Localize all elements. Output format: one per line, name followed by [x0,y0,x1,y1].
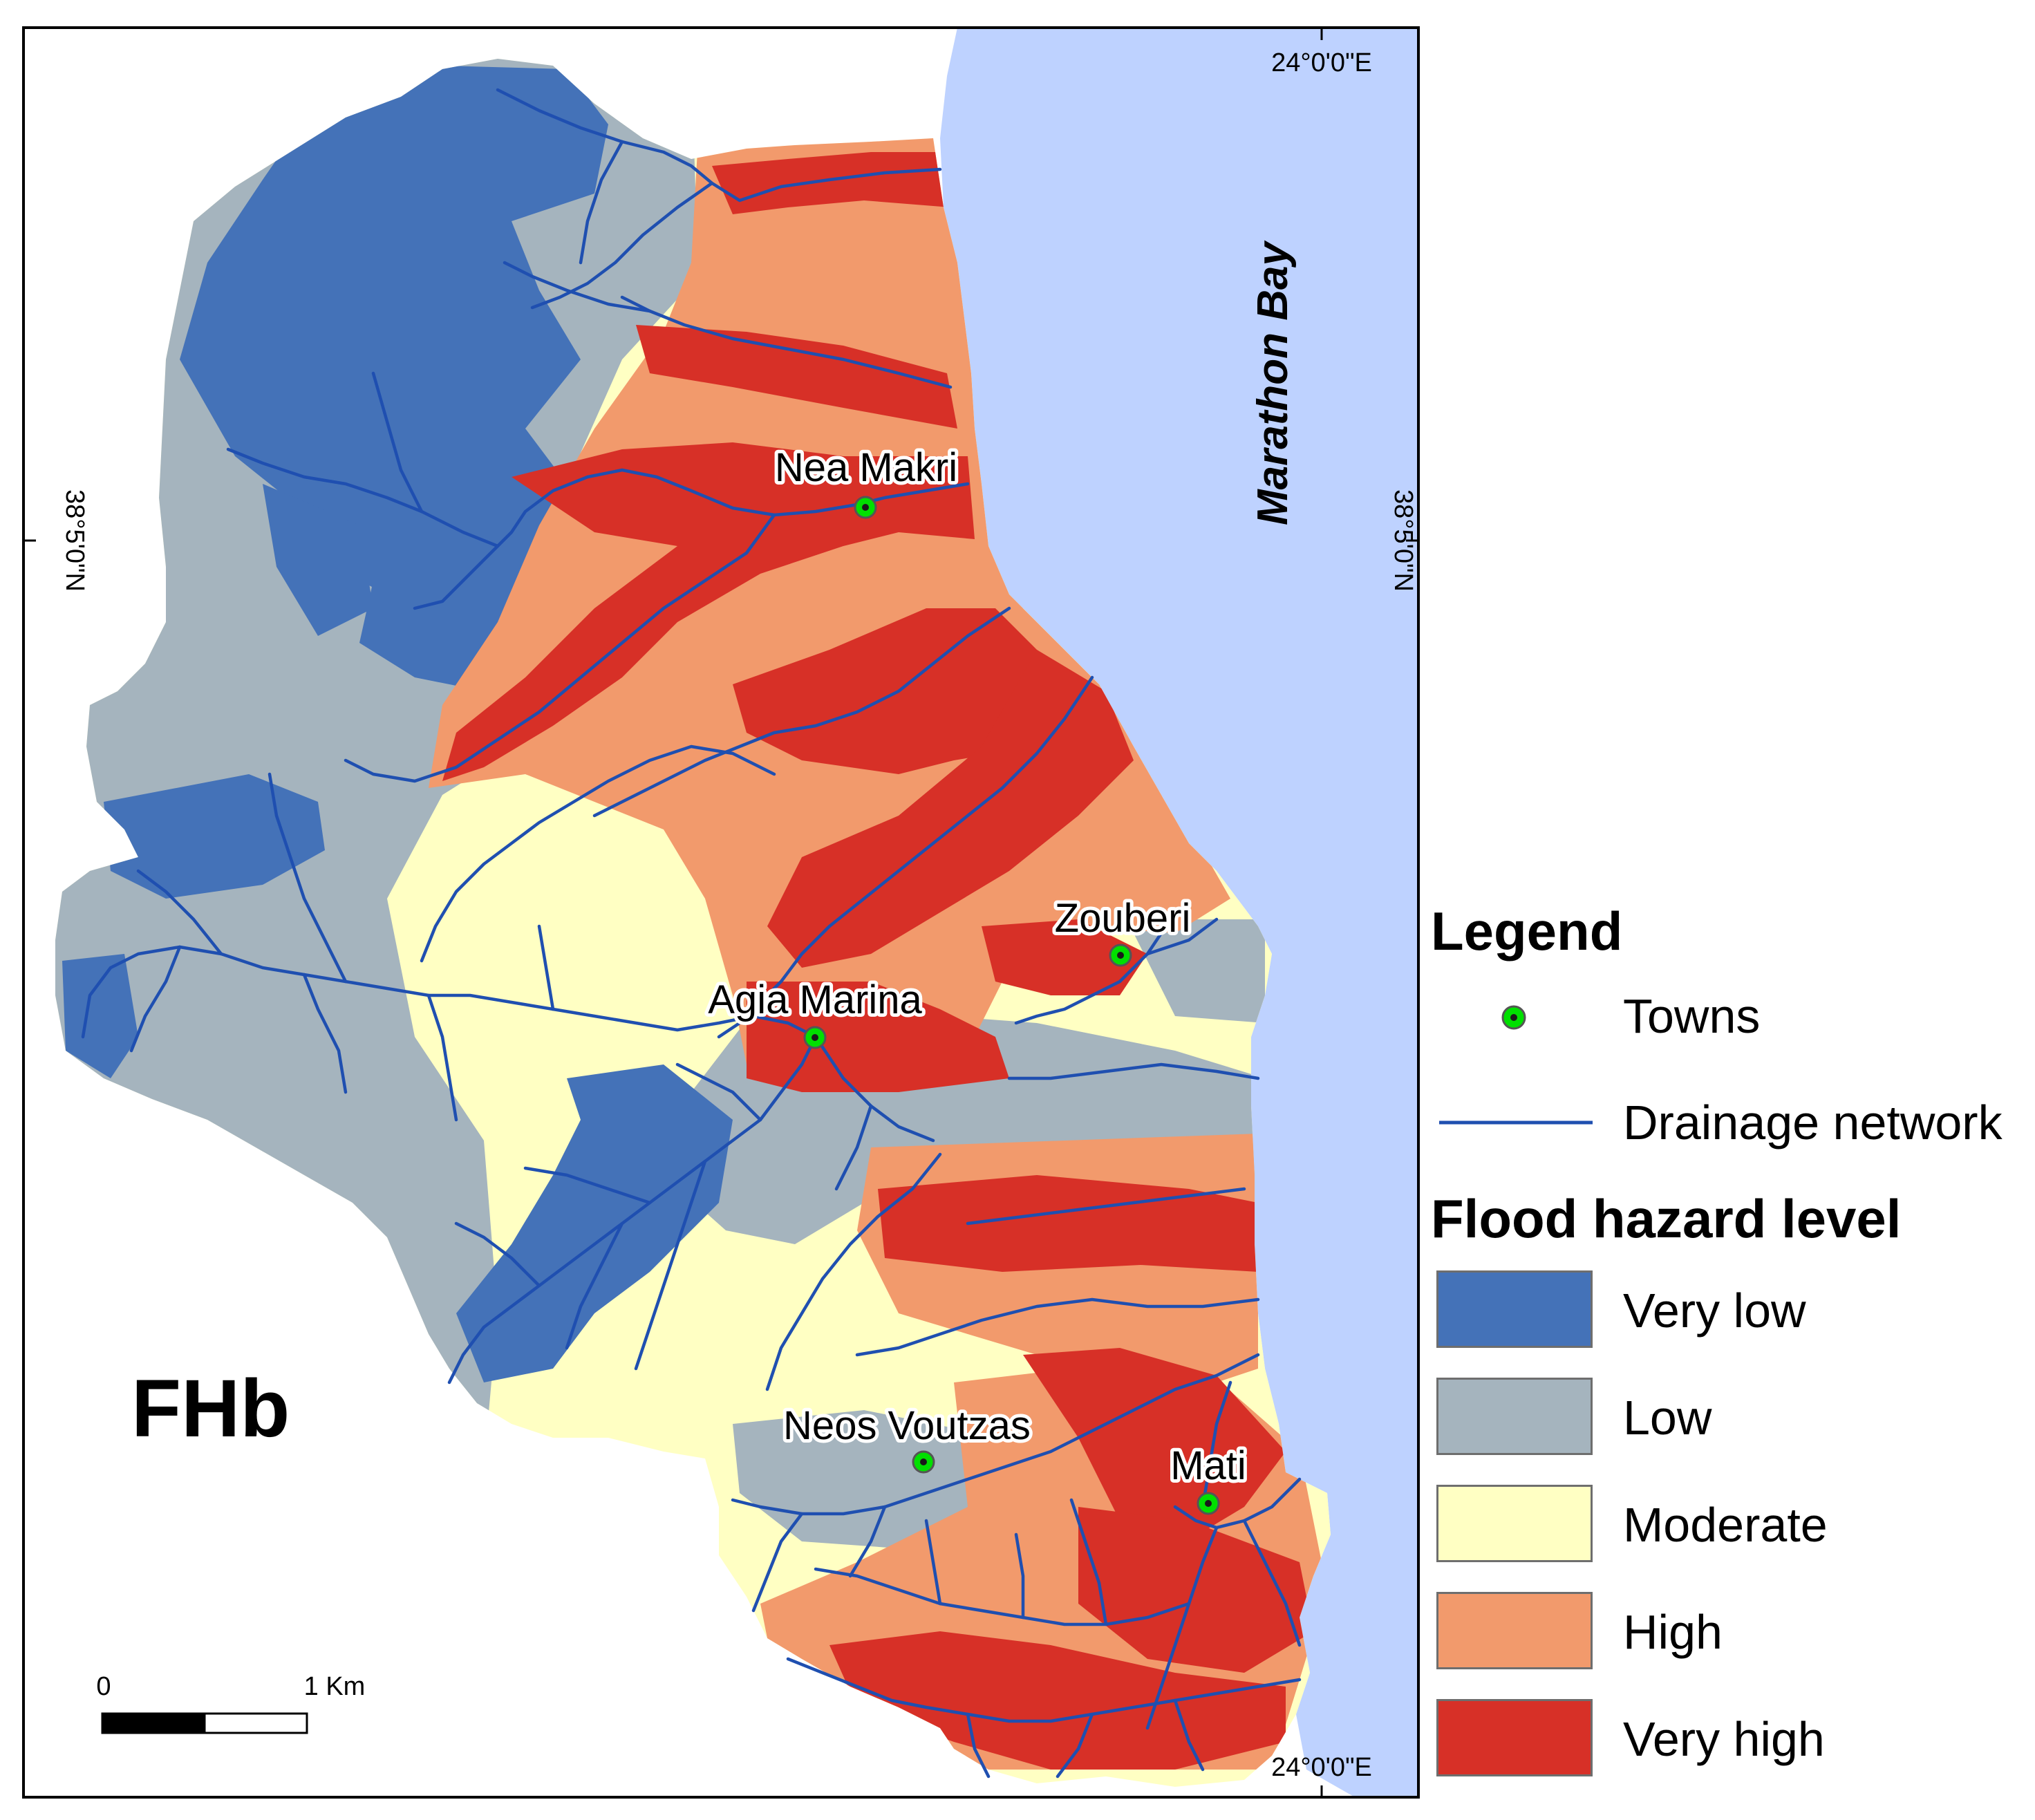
legend-title: Legend [1431,901,1623,961]
town-marker-zouberi[interactable] [1109,944,1132,967]
legend-drainage-label: Drainage network [1623,1096,2003,1150]
legend-item-very-low: Very low [1431,1270,2025,1353]
map-legend: Legend Towns Drainage network Flood haza… [1424,892,2032,1790]
legend-item-low: Low [1431,1378,2025,1461]
legend-item-moderate: Moderate [1431,1485,2025,1568]
legend-item-very-high: Very high [1431,1699,2025,1782]
drainage-network [81,88,1302,1779]
town-labels: Nea Makri Zouberi Agia Marina Neos Voutz… [704,442,1250,1492]
town-markers [803,496,1220,1515]
lat-label-left: 38°5'0"N [60,489,89,592]
scale-start-label: 0 [96,1672,111,1701]
swatch-very-high [1436,1699,1593,1776]
legend-item-high: High [1431,1592,2025,1675]
legend-class-label: Very low [1623,1284,1806,1338]
swatch-very-low [1436,1270,1593,1348]
scale-bar: 0 1 Km [96,1672,366,1734]
town-label: Nea Makri [775,445,957,490]
town-label: Zouberi [1055,896,1191,941]
legend-class-label: Very high [1623,1712,1825,1766]
town-marker-agia-marina[interactable] [803,1026,827,1049]
lon-label-bottom: 24°0'0"E [1271,1753,1372,1782]
graticule-ticks [24,28,1418,1797]
lon-label-top: 24°0'0"E [1271,48,1372,77]
map-id-label: FHb [131,1363,290,1454]
legend-item-towns: Towns [1431,975,2025,1058]
town-symbol-icon [1501,1005,1526,1030]
hazard-zone-very-high [442,152,1313,1770]
town-label: Agia Marina [708,977,922,1022]
legend-class-label: Low [1623,1391,1712,1445]
map-frame [22,26,1420,1799]
swatch-high [1436,1592,1593,1669]
town-marker-nea-makri[interactable] [854,496,877,519]
town-label: Neos Voutzas [783,1403,1031,1448]
scale-end-label: 1 Km [304,1672,366,1701]
swatch-moderate [1436,1485,1593,1562]
swatch-low [1436,1378,1593,1455]
town-marker-neos-voutzas[interactable] [912,1450,935,1474]
marathon-bay-sea [940,28,1418,1797]
town-label: Mati [1170,1443,1246,1488]
legend-item-drainage: Drainage network [1431,1084,2025,1167]
legend-class-label: High [1623,1605,1723,1659]
sea-label: Marathon Bay [1249,240,1297,525]
drainage-line-icon [1439,1120,1593,1125]
lat-label-right: 38°5'0"N [1389,489,1418,592]
legend-class-label: Moderate [1623,1498,1828,1552]
legend-towns-label: Towns [1623,989,1761,1043]
legend-hazard-title: Flood hazard level [1431,1188,1902,1249]
town-marker-mati[interactable] [1197,1492,1220,1515]
